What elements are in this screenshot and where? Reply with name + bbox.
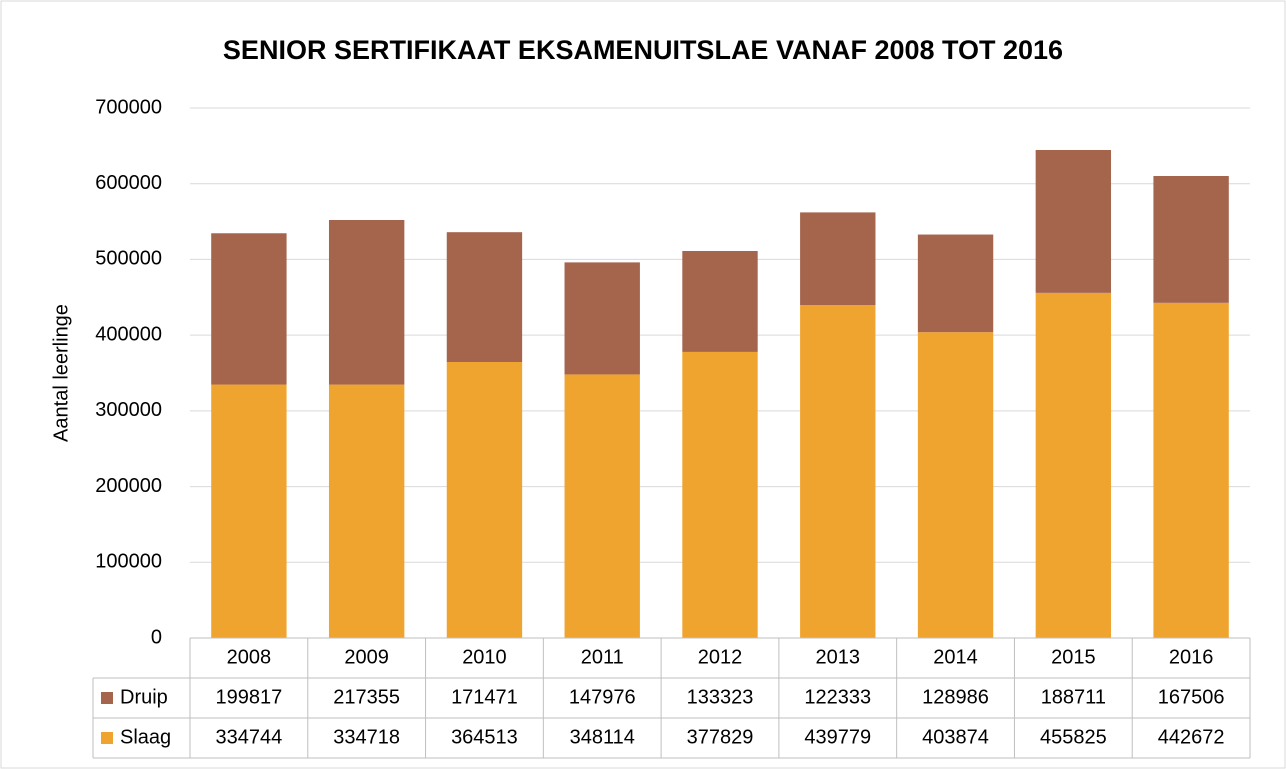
bar-segment — [1035, 292, 1112, 638]
x-tick-label: 2014 — [933, 646, 978, 668]
x-tick-label: 2015 — [1051, 646, 1096, 668]
bar-segment — [1153, 302, 1229, 638]
table-value: 403874 — [922, 726, 989, 748]
bar-segment — [682, 351, 758, 638]
table-value: 377829 — [687, 726, 754, 748]
table-value: 455825 — [1040, 726, 1107, 748]
table-value: 199817 — [216, 686, 283, 708]
bar-segment — [564, 262, 640, 375]
y-tick-label: 100000 — [95, 551, 162, 573]
y-tick-label: 0 — [151, 626, 162, 648]
table-value: 188711 — [1041, 686, 1106, 708]
x-tick-label: 2013 — [816, 646, 861, 668]
table-value: 133323 — [687, 686, 754, 708]
y-tick-label: 300000 — [95, 399, 162, 421]
bar-segment — [328, 384, 405, 638]
table-value: 147976 — [569, 686, 636, 708]
x-tick-label: 2016 — [1169, 646, 1214, 668]
table-value: 364513 — [451, 726, 518, 748]
legend-label: Slaag — [120, 726, 171, 748]
x-tick-label: 2011 — [581, 646, 624, 668]
bar-segment — [1035, 149, 1112, 293]
y-tick-label: 700000 — [95, 96, 162, 118]
bar-segment — [917, 234, 994, 333]
table-value: 442672 — [1158, 726, 1225, 748]
bar-segment — [682, 250, 758, 352]
bar-segment — [446, 232, 523, 363]
x-tick-label: 2008 — [227, 646, 272, 668]
bar-segment — [800, 212, 876, 306]
table-value: 128986 — [922, 686, 989, 708]
table-value: 122333 — [804, 686, 871, 708]
bar-segment — [328, 220, 405, 385]
legend-swatch — [101, 732, 113, 744]
y-tick-label: 500000 — [95, 248, 162, 270]
table-value: 439779 — [804, 726, 871, 748]
x-tick-label: 2010 — [462, 646, 507, 668]
bar-segment — [917, 332, 994, 638]
table-value: 217355 — [333, 686, 400, 708]
legend-swatch — [101, 692, 113, 704]
bar-segment — [800, 305, 876, 638]
table-value: 348114 — [570, 726, 635, 748]
chart-title: SENIOR SERTIFIKAAT EKSAMENUITSLAE VANAF … — [223, 35, 1063, 65]
bar-segment — [211, 233, 287, 385]
legend-label: Druip — [120, 686, 168, 708]
y-tick-label: 600000 — [95, 172, 162, 194]
table-value: 171471 — [451, 686, 518, 708]
y-axis-label: Aantal leerlinge — [50, 304, 72, 442]
table-value: 167506 — [1158, 686, 1225, 708]
x-tick-label: 2009 — [344, 646, 389, 668]
bar-segment — [211, 384, 287, 638]
table-value: 334744 — [216, 726, 283, 748]
y-tick-label: 400000 — [95, 323, 162, 345]
bar-segment — [564, 374, 640, 638]
x-tick-label: 2012 — [698, 646, 743, 668]
bar-segment — [1153, 176, 1229, 303]
bar-segment — [446, 362, 523, 638]
y-tick-label: 200000 — [95, 475, 162, 497]
table-value: 334718 — [333, 726, 400, 748]
